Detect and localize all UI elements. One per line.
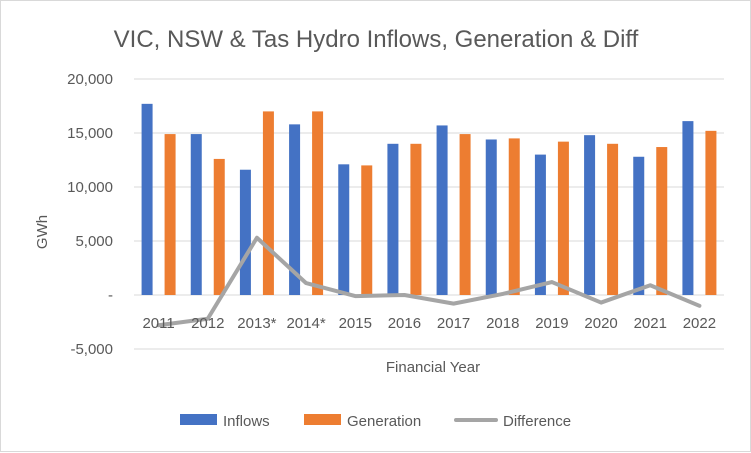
- legend: Inflows Generation Difference: [180, 413, 571, 430]
- x-tick-label: 2017: [437, 315, 470, 332]
- inflows-bar: [141, 103, 153, 295]
- x-tick-label: 2014*: [286, 315, 325, 332]
- x-tick-label: 2013*: [237, 315, 276, 332]
- legend-label-inflows: Inflows: [223, 413, 270, 430]
- generation-bar: [361, 165, 373, 295]
- y-tick-label: 20,000: [67, 71, 113, 88]
- legend-label-generation: Generation: [347, 413, 421, 430]
- x-tick-label: 2016: [388, 315, 421, 332]
- bars: [141, 103, 717, 296]
- y-tick-label: -5,000: [70, 341, 113, 358]
- x-tick-label: 2011: [142, 315, 174, 332]
- generation-bar: [705, 130, 717, 295]
- inflows-bar: [485, 139, 497, 295]
- x-tick-label: 2015: [339, 315, 372, 332]
- inflows-bar: [289, 124, 301, 295]
- x-tick-label: 2020: [584, 315, 617, 332]
- generation-bar: [164, 134, 176, 295]
- y-axis-title: GWh: [34, 215, 51, 249]
- y-tick-label: 5,000: [75, 233, 113, 250]
- gridlines: [134, 78, 724, 350]
- generation-bar: [607, 143, 619, 295]
- generation-bar: [410, 143, 422, 295]
- difference-line: [156, 235, 702, 328]
- y-tick-label: 15,000: [67, 125, 113, 142]
- x-tick-label: 2022: [683, 315, 716, 332]
- inflows-bar: [190, 134, 202, 295]
- inflows-bar: [436, 125, 448, 295]
- legend-swatch-generation: [304, 414, 341, 425]
- generation-bar: [312, 111, 324, 296]
- y-axis-ticks: 20,000 15,000 10,000 5,000 - -5,000: [67, 71, 113, 358]
- generation-bar: [213, 158, 225, 295]
- difference-line-layer: [156, 235, 702, 328]
- inflows-bar: [387, 143, 399, 295]
- inflows-bar: [584, 135, 596, 295]
- generation-bar: [508, 138, 520, 295]
- inflows-bar: [338, 164, 350, 295]
- generation-bar: [262, 111, 274, 296]
- x-axis-ticks: 2011 2012 2013* 2014* 2015 2016 2017 2018 2019 20…: [142, 315, 716, 332]
- x-axis-title: Financial Year: [386, 359, 480, 376]
- generation-bar: [459, 134, 471, 295]
- x-tick-label: 2018: [486, 315, 519, 332]
- x-tick-label: 2019: [535, 315, 568, 332]
- generation-bar: [656, 147, 668, 295]
- legend-label-difference: Difference: [503, 413, 571, 430]
- y-tick-label: -: [108, 287, 113, 304]
- inflows-bar: [633, 156, 645, 295]
- x-tick-label: 2012: [191, 315, 224, 332]
- inflows-bar: [534, 154, 546, 295]
- chart-title: VIC, NSW & Tas Hydro Inflows, Generation…: [114, 26, 639, 53]
- inflows-bar: [682, 121, 694, 296]
- generation-bar: [557, 141, 569, 295]
- legend-swatch-inflows: [180, 414, 217, 425]
- inflows-bar: [239, 169, 251, 295]
- x-tick-label: 2021: [634, 315, 667, 332]
- y-tick-label: 10,000: [67, 179, 113, 196]
